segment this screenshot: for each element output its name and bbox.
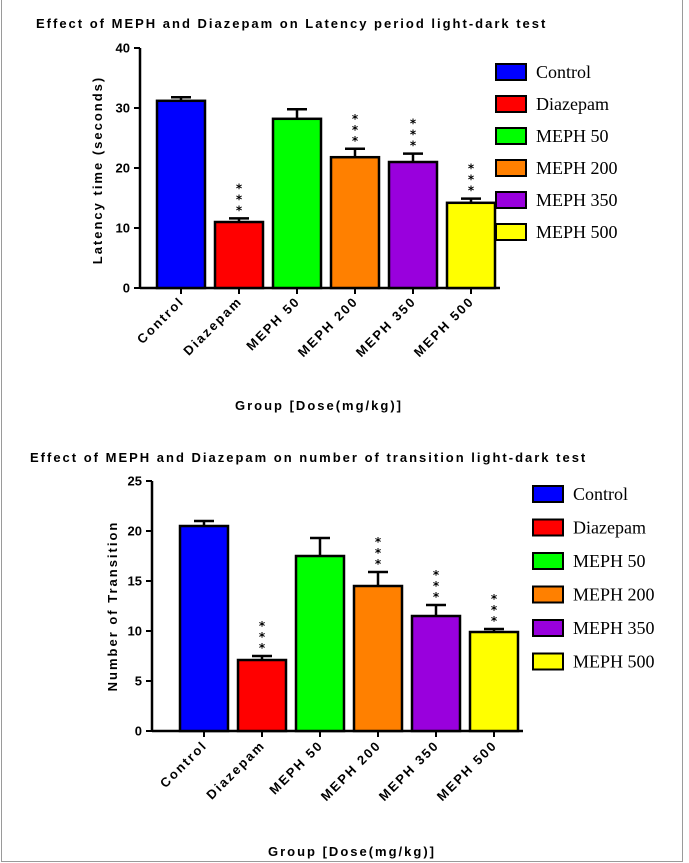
significance-star: * (468, 184, 475, 198)
significance-star: * (410, 117, 417, 131)
bar-meph-350 (387, 160, 439, 290)
significance-star: * (259, 619, 266, 633)
x-tick-label: MEPH 200 (318, 738, 384, 804)
y-tick-label: 30 (116, 101, 130, 116)
x-tick-label: MEPH 500 (411, 294, 477, 360)
bar-meph-200 (329, 155, 381, 290)
y-axis-label: Latency time (seconds) (90, 76, 105, 265)
y-tick-label: 0 (135, 724, 142, 739)
legend-swatch (495, 223, 527, 241)
significance-star: * (433, 579, 440, 593)
significance-star: * (236, 192, 243, 206)
legend-label: MEPH 200 (536, 158, 618, 178)
x-tick-label: Diazepam (180, 294, 245, 359)
legend-swatch (495, 63, 527, 81)
bars: ************ (155, 95, 497, 290)
bar-diazepam (213, 220, 265, 290)
y-tick-label: 10 (116, 221, 130, 236)
significance-star: * (491, 592, 498, 606)
bars: ************ (178, 519, 520, 733)
legend-swatch (495, 191, 527, 209)
significance-star: * (433, 568, 440, 582)
significance-star: * (352, 134, 359, 148)
x-tick-label: MEPH 50 (266, 738, 326, 798)
bar-meph-350 (410, 614, 462, 733)
y-tick-label: 20 (116, 161, 130, 176)
y-tick-label: 40 (116, 41, 130, 56)
significance-star: * (375, 546, 382, 560)
legend-swatch (495, 159, 527, 177)
bar-meph-50 (271, 117, 323, 290)
significance-star: * (410, 139, 417, 153)
legend-label: MEPH 50 (536, 126, 609, 146)
bar-meph-500 (445, 201, 497, 290)
significance-star: * (259, 641, 266, 655)
significance-star: * (468, 173, 475, 187)
legend: Control Diazepam MEPH 50 MEPH 200 MEPH 350 ME… (495, 62, 618, 242)
chart-transitions: Effect of MEPH and Diazepam on number of… (30, 450, 655, 859)
x-tick-label: Diazepam (203, 738, 268, 803)
legend-label: MEPH 500 (573, 652, 655, 672)
legend-swatch (495, 127, 527, 145)
significance-star: * (375, 535, 382, 549)
legend-swatch (495, 95, 527, 113)
significance-star: * (433, 590, 440, 604)
significance-star: * (259, 630, 266, 644)
legend-label: Diazepam (573, 518, 646, 538)
legend-label: MEPH 500 (536, 222, 618, 242)
bar-diazepam (236, 658, 288, 733)
legend-swatch (532, 652, 564, 671)
x-tick-label: MEPH 350 (353, 294, 419, 360)
significance-star: * (491, 603, 498, 617)
x-tick-label: MEPH 200 (295, 294, 361, 360)
y-tick-label: 5 (135, 674, 142, 689)
legend-label: Control (536, 62, 591, 82)
y-tick-label: 15 (128, 574, 142, 589)
legend-label: MEPH 350 (536, 190, 618, 210)
chart-latency: Effect of MEPH and Diazepam on Latency p… (36, 16, 618, 413)
bar-control (155, 99, 207, 290)
significance-star: * (236, 203, 243, 217)
significance-star: * (236, 181, 243, 195)
bar-meph-500 (468, 630, 520, 733)
y-tick-label: 25 (128, 474, 142, 489)
x-axis-label: Group [Dose(mg/kg)] (268, 844, 436, 859)
legend-label: MEPH 50 (573, 551, 646, 571)
y-tick-label: 10 (128, 624, 142, 639)
y-tick-label: 0 (123, 281, 130, 296)
significance-star: * (352, 112, 359, 126)
x-tick-label: MEPH 350 (376, 738, 442, 804)
legend-label: Control (573, 484, 628, 504)
legend-swatch (532, 585, 564, 604)
significance-star: * (468, 162, 475, 176)
significance-star: * (375, 557, 382, 571)
significance-star: * (491, 614, 498, 628)
chart-title: Effect of MEPH and Diazepam on number of… (30, 450, 587, 465)
y-tick-label: 20 (128, 524, 142, 539)
x-axis-label: Group [Dose(mg/kg)] (235, 398, 403, 413)
legend-swatch (532, 552, 564, 570)
x-tick-label: Control (134, 294, 187, 347)
chart-title: Effect of MEPH and Diazepam on Latency p… (36, 16, 547, 31)
legend-swatch (532, 518, 564, 537)
legend-swatch (532, 485, 564, 503)
significance-star: * (410, 128, 417, 142)
bar-meph-50 (294, 554, 346, 733)
x-tick-label: MEPH 500 (434, 738, 500, 804)
legend-label: Diazepam (536, 94, 609, 114)
bar-control (178, 524, 230, 733)
legend-label: MEPH 350 (573, 618, 655, 638)
y-axis-label: Number of Transition (105, 521, 120, 692)
bar-meph-200 (352, 584, 404, 733)
x-tick-label: Control (157, 738, 210, 791)
legend: Control Diazepam MEPH 50 MEPH 200 MEPH 350 ME… (532, 484, 655, 672)
x-tick-label: MEPH 50 (243, 294, 303, 354)
legend-swatch (532, 619, 564, 637)
significance-star: * (352, 123, 359, 137)
legend-label: MEPH 200 (573, 585, 655, 605)
